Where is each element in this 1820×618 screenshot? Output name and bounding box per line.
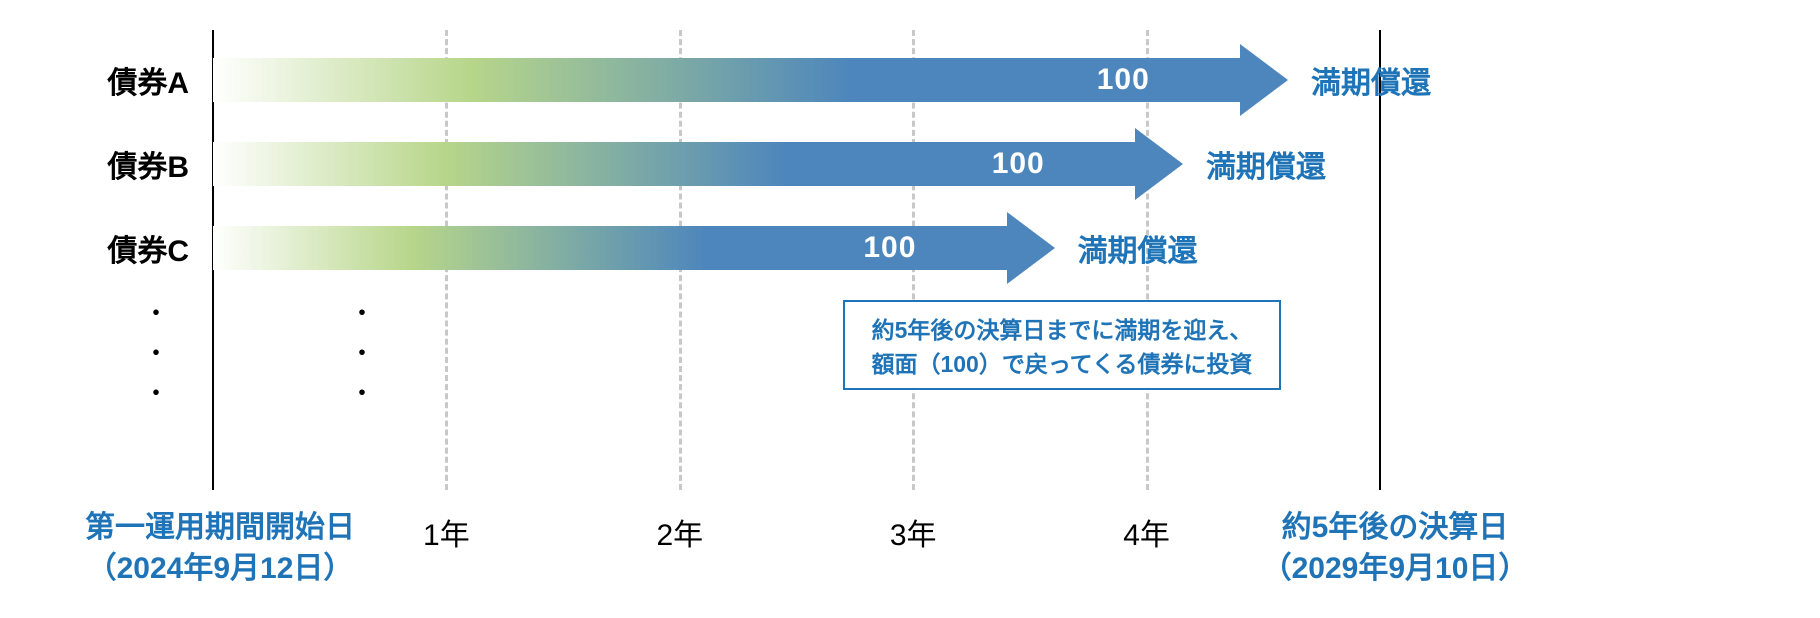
year-label-1: 1年 <box>423 510 470 554</box>
bond-maturity-timeline: 1年2年3年4年債券A100満期償還債券B100満期償還債券C100満期償還・・… <box>0 0 1820 618</box>
bond-arrow-a: 100 <box>213 58 1289 102</box>
bond-value-c: 100 <box>863 231 916 265</box>
year-label-2: 2年 <box>656 510 703 554</box>
bond-value-b: 100 <box>992 147 1045 181</box>
year-label-4: 4年 <box>1123 510 1170 554</box>
ellipsis-col-1: ・・・ <box>143 300 169 406</box>
ellipsis-col-2: ・・・ <box>349 300 375 406</box>
maturity-label-b: 満期償還 <box>1206 142 1326 186</box>
bond-value-a: 100 <box>1097 63 1150 97</box>
maturity-label-a: 満期償還 <box>1311 58 1431 102</box>
info-box: 約5年後の決算日までに満期を迎え、額面（100）で戻ってくる債券に投資 <box>843 300 1281 390</box>
bond-label-a: 債券A <box>107 58 189 102</box>
bond-arrow-b: 100 <box>213 142 1184 186</box>
end-date-label: 約5年後の決算日（2029年9月10日） <box>1230 508 1560 589</box>
bond-label-b: 債券B <box>107 142 189 186</box>
maturity-label-c: 満期償還 <box>1078 226 1198 270</box>
bond-arrow-c: 100 <box>213 226 1056 270</box>
year-label-3: 3年 <box>890 510 937 554</box>
bond-label-c: 債券C <box>107 226 189 270</box>
start-date-label: 第一運用期間開始日（2024年9月12日） <box>60 508 380 589</box>
